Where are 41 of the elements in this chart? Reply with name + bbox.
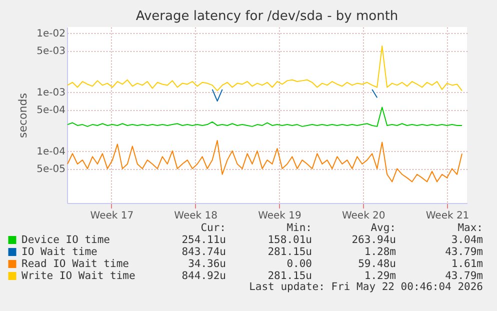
line-series — [67, 106, 463, 127]
text: 254.11u — [182, 234, 226, 246]
y-tick-label: 5e-04 — [36, 105, 66, 116]
y-tick-label: 5e-03 — [36, 46, 66, 58]
text: 0.00 — [286, 258, 312, 270]
text: 1.28m — [364, 246, 396, 258]
text: 843.74u — [182, 246, 226, 258]
text: Avg: — [370, 222, 396, 234]
text: Cur: — [200, 222, 226, 234]
text: Last update: Fri May 22 00:46:04 2026 — [249, 281, 483, 293]
x-tick-label: Week 20 — [342, 210, 386, 222]
y-tick-label: 1e-03 — [36, 87, 66, 98]
text: 158.01u — [268, 234, 312, 246]
legend-label: IO Wait time — [22, 246, 98, 258]
x-tick-label: Week 21 — [426, 210, 470, 222]
legend-label: Write IO Wait time — [22, 270, 136, 282]
text: 43.79m — [445, 246, 483, 258]
text: 1.29m — [364, 270, 396, 282]
text: Max: — [458, 222, 483, 234]
x-tick-label: Week 18 — [174, 210, 218, 222]
text: 263.94u — [352, 234, 396, 246]
y-axis-title: seconds — [16, 92, 30, 138]
y-tick-label: 5e-05 — [36, 164, 66, 176]
text: 281.15u — [268, 246, 312, 258]
line-series — [67, 140, 463, 182]
text: 281.15u — [268, 270, 312, 282]
text: 34.36u — [188, 258, 226, 270]
x-tick-label: Week 19 — [258, 210, 302, 222]
text: 3.04m — [451, 234, 483, 246]
text: 43.79m — [445, 270, 483, 282]
text: 59.48u — [358, 258, 396, 270]
y-tick-label: 1e-02 — [36, 28, 66, 40]
chart-title: Average latency for /dev/sda - by month — [136, 9, 398, 24]
text: 1.61m — [451, 258, 483, 270]
y-tick-label: 1e-04 — [36, 146, 66, 158]
line-series — [67, 46, 463, 92]
x-tick-label: Week 17 — [90, 210, 134, 222]
text: Min: — [286, 222, 312, 234]
legend-label: Read IO Wait time — [22, 258, 129, 270]
text: 844.92u — [182, 270, 226, 282]
legend-label: Device IO time — [22, 234, 110, 246]
